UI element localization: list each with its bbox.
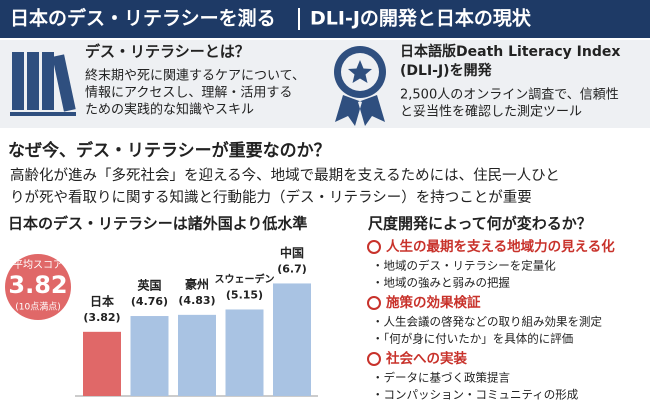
bar-value-label: (6.7) [277,262,307,275]
item-point: ・「何が身に付いたか」を具体的に評価 [372,332,573,346]
bar [225,309,264,396]
bar-category: スウェーデン [215,272,275,285]
section-body: 高齢化が進み「多死社会」を迎える今、地域で最期を支えるためには、住民一人ひと [10,167,560,184]
panel-body: と妥当性を確認した測定ツール [400,104,582,120]
item-heading: 施策の効果検証 [386,294,481,311]
bar-category: 中国 [280,245,304,260]
bar-category: 英国 [137,278,161,293]
item-point: ・地域のデス・リテラシーを定量化 [372,259,556,273]
bar-value-label: (4.83) [178,294,215,307]
item-point: ・人生会議の啓発などの取り組み効果を測定 [372,315,602,329]
item-point: ・データに基づく政策提言 [372,371,510,385]
item-point: ・コンパッション・コミュニティの形成 [372,388,579,402]
panel-title: 日本語版Death Literacy Index [400,43,620,60]
medal-icon [334,46,386,126]
panel-body: 情報にアクセスし、理解・活用する [85,86,292,101]
panel-body: 終末期や死に関連するケアについて、 [85,68,305,84]
panel-body: 2,500人のオンライン調査で、信頼性 [400,88,619,103]
bar [178,314,216,396]
panel-body: ための実践的な知識やスキル [85,102,254,118]
header-bar [0,0,650,38]
bar [273,283,311,396]
panel-band [0,40,650,128]
bar [83,331,121,396]
item-heading: 人生の最期を支える地域力の見える化 [386,238,615,255]
score-badge [5,254,71,320]
bar [130,316,169,396]
books-icon [10,52,76,116]
chart-title: 日本のデス・リテラシーは諸外国より低水準 [8,215,307,233]
item-heading: 社会への実装 [385,350,467,367]
section-title: なぜ今、デス・リテラシーが重要なのか？ [8,140,331,161]
item-icon [367,240,381,254]
changes-list: 人生の最期を支える地域力の見える化・地域のデス・リテラシーを定量化・地域の強みと… [367,238,615,402]
header-title: 日本のデス・リテラシーを測る [10,7,276,30]
bars: 日本 (3.82) 英国 (4.76) 豪州 (4.83)スウェーデン (5.15) 中国 (6… [83,245,311,396]
item-point: ・地域の強みと弱みの把握 [372,276,510,290]
badge-label: 平均スコア [13,259,63,271]
header-subtitle: DLI-Jの開発と日本の現状 [310,7,532,30]
section-body: りが死や看取りに関する知識と行動能力（デス・リテラシー）を持つことが重要 [10,188,532,206]
badge-value: 3.82 [8,271,67,299]
badge-note: (10点満点) [15,302,60,313]
item-icon [367,352,381,366]
divider [298,8,300,30]
panel-title: デス・リテラシーとは？ [85,43,250,61]
item-icon [367,296,381,310]
section-title: 尺度開発によって何が変わるか？ [368,215,592,233]
bar-value-label: (3.82) [83,311,120,324]
bar-category: 日本 [90,293,114,308]
bar-value-label: (5.15) [226,288,263,301]
panel-title: (DLI-J)を開発 [400,62,493,79]
bar-category: 豪州 [185,276,209,291]
bar-value-label: (4.76) [131,295,168,308]
